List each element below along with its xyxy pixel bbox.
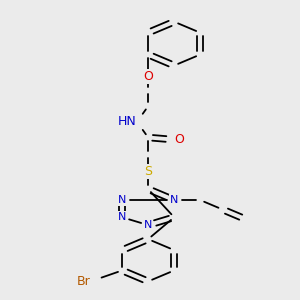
Text: O: O [143, 70, 153, 83]
Text: N: N [118, 195, 126, 205]
Text: N: N [170, 195, 178, 205]
Text: N: N [118, 212, 126, 222]
Text: O: O [174, 133, 184, 146]
Text: S: S [144, 165, 152, 178]
Text: HN: HN [118, 115, 137, 128]
Text: N: N [144, 220, 152, 230]
Text: Br: Br [77, 275, 91, 288]
